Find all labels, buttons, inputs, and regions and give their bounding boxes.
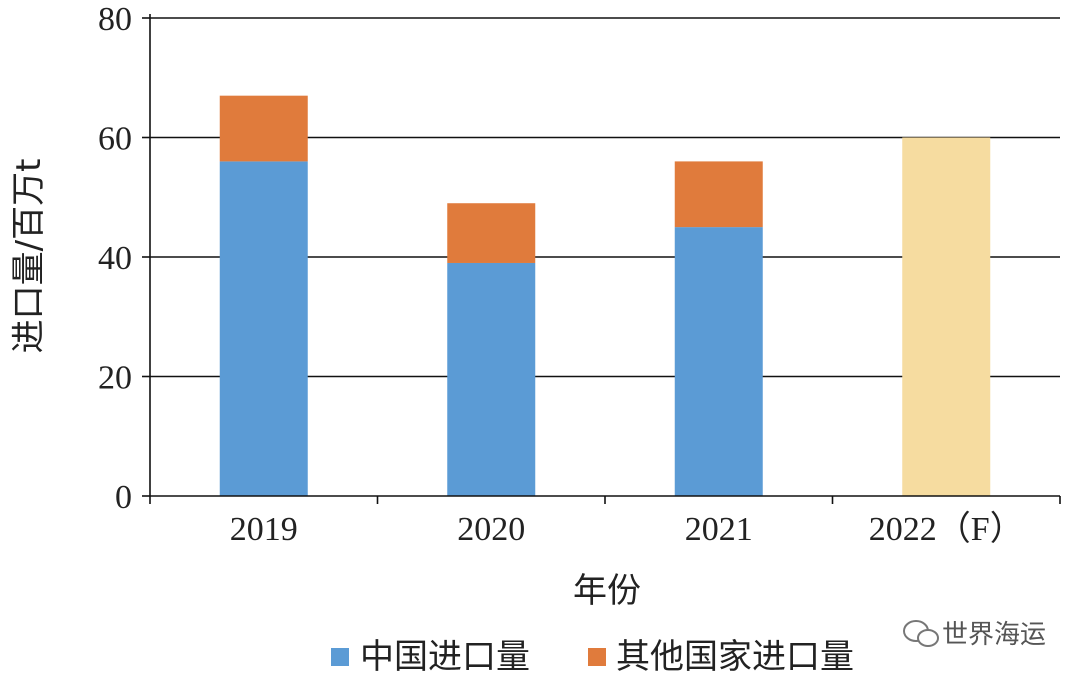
- x-tick-label: 2022（F）: [869, 510, 1024, 548]
- y-tick-label: 0: [115, 479, 132, 516]
- bar-2021-s0: [674, 227, 763, 496]
- bar-2020-s1: [447, 203, 536, 263]
- bar-2020-s0: [447, 262, 536, 496]
- legend-swatch-other: [588, 648, 606, 666]
- legend: 中国进口量 其他国家进口量: [331, 637, 854, 677]
- wechat-icon: [903, 620, 939, 647]
- bars: [219, 95, 991, 496]
- axes: [142, 14, 1061, 504]
- legend-label-other: 其他国家进口量: [616, 637, 854, 677]
- bar-2021-s1: [674, 161, 763, 228]
- bar-2019-s0: [219, 161, 308, 496]
- bar-2019-s1: [219, 95, 308, 162]
- bar-2022F-s2: [902, 137, 991, 496]
- y-tick-label: 80: [98, 1, 132, 38]
- y-tick-labels: 0 20 40 60 80: [98, 1, 132, 516]
- y-tick-label: 40: [98, 240, 132, 277]
- legend-swatch-china: [331, 648, 349, 666]
- y-tick-label: 20: [98, 360, 132, 397]
- x-tick-labels: 2019 2020 2021 2022（F）: [230, 510, 1024, 548]
- legend-label-china: 中国进口量: [360, 637, 530, 677]
- y-tick-label: 60: [98, 121, 132, 158]
- x-tick-label: 2020: [457, 511, 525, 548]
- x-axis-title: 年份: [573, 571, 641, 611]
- x-tick-label: 2021: [685, 511, 753, 548]
- y-axis-title: 进口量/百万t: [9, 159, 49, 354]
- x-tick-label: 2019: [230, 511, 298, 548]
- watermark: 世界海运: [903, 620, 1046, 650]
- watermark-text: 世界海运: [942, 620, 1046, 650]
